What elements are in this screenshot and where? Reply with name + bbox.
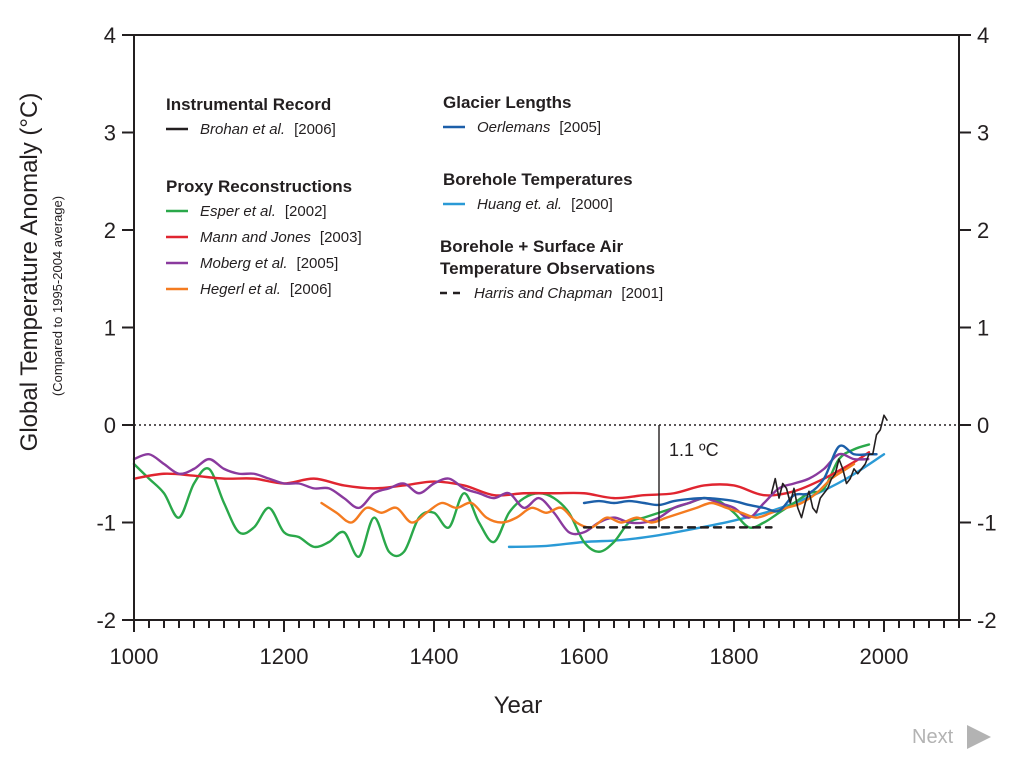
y-tick-label-right: -1 <box>977 511 997 536</box>
x-tick-label: 1600 <box>560 644 609 669</box>
legend-entry-name: Esper et al. <box>200 203 276 220</box>
x-axis-title: Year <box>494 692 543 719</box>
legend-heading: Borehole + Surface Air <box>440 237 624 256</box>
legend-entry-year: [2006] <box>290 281 332 298</box>
y-axis-subtitle: (Compared to 1995-2004 average) <box>50 196 65 396</box>
series-layer <box>132 414 888 558</box>
y-tick-label-right: -2 <box>977 608 997 633</box>
y-tick-label-right: 0 <box>977 413 989 438</box>
legend-heading: Glacier Lengths <box>443 93 571 112</box>
y-tick-label-left: -2 <box>96 608 116 633</box>
x-tick-label: 1000 <box>110 644 159 669</box>
series-brohan-et-al-2006 <box>770 414 888 519</box>
x-tick-label: 1200 <box>260 644 309 669</box>
legend-entry-name: Oerlemans <box>477 119 551 136</box>
x-tick-label: 2000 <box>860 644 909 669</box>
next-button[interactable]: Next <box>912 722 993 752</box>
legend-entry-name: Mann and Jones <box>200 229 311 246</box>
series-oerlemans-2005 <box>582 444 878 513</box>
legend-heading: Proxy Reconstructions <box>166 177 352 196</box>
x-tick-label: 1800 <box>710 644 759 669</box>
y-tick-label-right: 4 <box>977 23 989 48</box>
next-label: Next <box>912 725 954 748</box>
y-tick-label-right: 1 <box>977 316 989 341</box>
legend-entry-name: Harris and Chapman <box>474 285 612 302</box>
legend-entry-year: [2000] <box>571 196 613 213</box>
legend-heading: Temperature Observations <box>440 259 655 278</box>
legend-heading: Instrumental Record <box>166 95 331 114</box>
legend-heading: Borehole Temperatures <box>443 170 633 189</box>
play-arrow-icon <box>967 725 992 749</box>
legend-entry-name: Brohan et al. <box>200 121 285 138</box>
series-mann-and-jones-2003 <box>132 451 871 500</box>
y-tick-label-left: 2 <box>104 218 116 243</box>
legend-entry-year: [2006] <box>294 121 336 138</box>
y-tick-label-right: 3 <box>977 121 989 146</box>
y-tick-label-left: 0 <box>104 413 116 438</box>
annotation-label: 1.1 ºC <box>669 440 719 460</box>
y-axis-title: Global Temperature Anomaly (°C) <box>16 93 43 452</box>
legend-entry-year: [2005] <box>559 119 601 136</box>
legend-entry-year: [2001] <box>621 285 663 302</box>
y-tick-label-left: 1 <box>104 316 116 341</box>
series-moberg-et-al-2005 <box>132 452 870 536</box>
series-esper-et-al-2002 <box>132 443 871 558</box>
legend-entry-name: Huang et. al. <box>477 196 562 213</box>
legend-entry-year: [2002] <box>285 203 327 220</box>
legend-entry-name: Moberg et al. <box>200 255 288 272</box>
y-tick-label-right: 2 <box>977 218 989 243</box>
x-tick-label: 1400 <box>410 644 459 669</box>
y-tick-label-left: -1 <box>96 511 116 536</box>
legend-entry-year: [2005] <box>297 255 339 272</box>
legend: Instrumental Record Brohan et al. [2006] Pr… <box>166 93 663 302</box>
axes-layer: 4 4 3 3 2 2 1 1 0 0 -1 -1 -2 -2 1000 1200 1400 1600 1800 20… <box>96 23 996 669</box>
y-tick-label-left: 3 <box>104 121 116 146</box>
y-tick-label-left: 4 <box>104 23 116 48</box>
legend-entry-name: Hegerl et al. <box>200 281 281 298</box>
legend-entry-year: [2003] <box>320 229 362 246</box>
